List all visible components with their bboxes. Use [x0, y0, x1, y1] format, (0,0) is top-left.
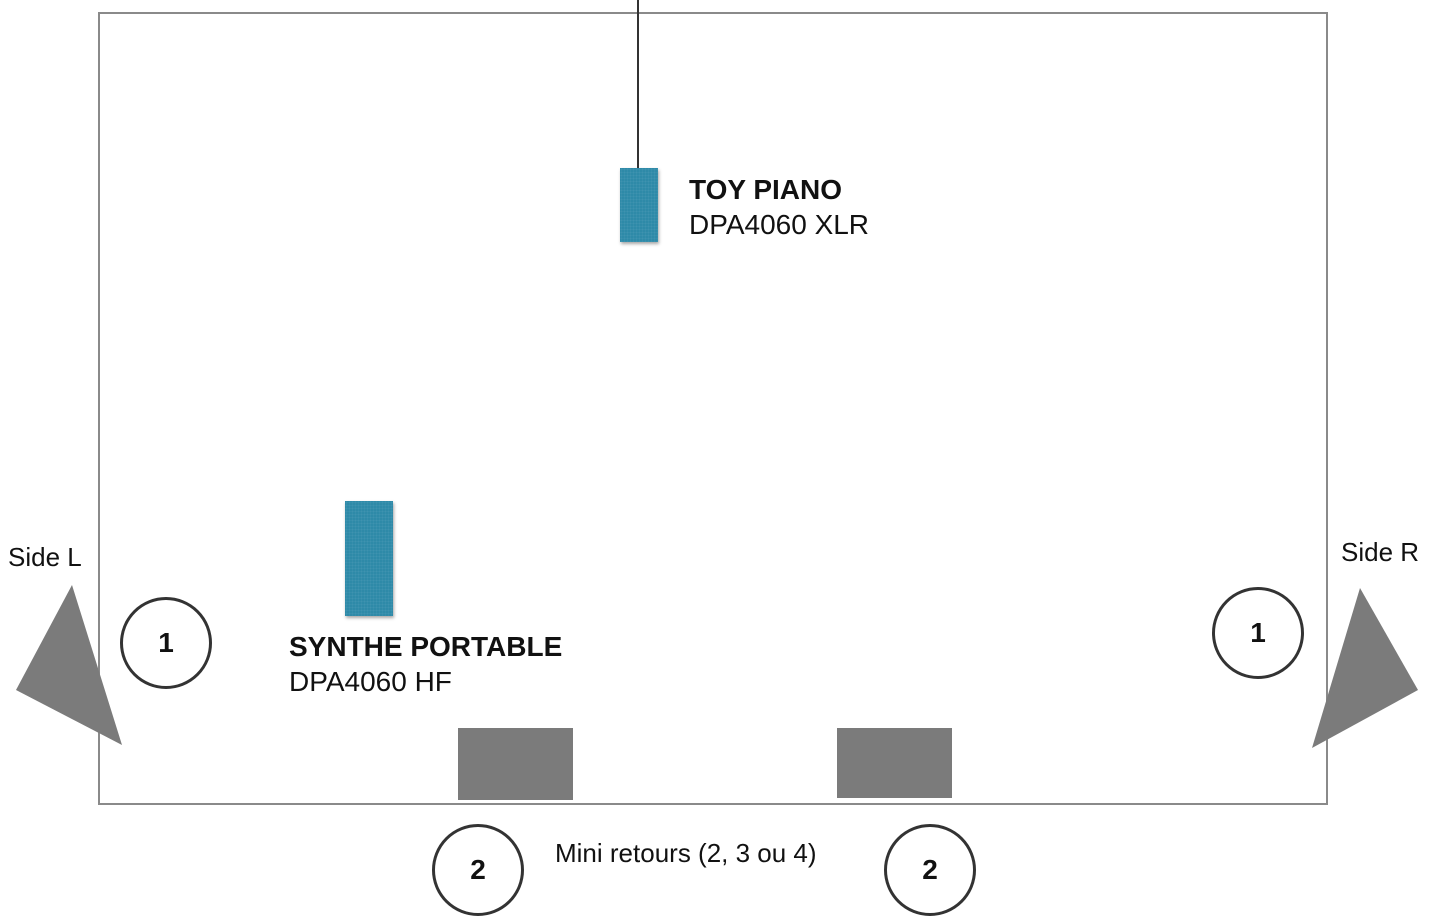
- side-l-label: Side L: [8, 542, 82, 572]
- mini-retour-wedge-left: [458, 728, 573, 800]
- synthe-label: SYNTHE PORTABLE DPA4060 HF: [289, 629, 562, 699]
- side-l-number-badge: 1: [120, 597, 212, 689]
- synthe-title: SYNTHE PORTABLE: [289, 631, 563, 662]
- toy-piano-mic-model: DPA4060 XLR: [689, 209, 870, 240]
- mini-retour-left-badge: 2: [432, 824, 524, 916]
- mini-retour-right-badge: 2: [884, 824, 976, 916]
- stage-outline: [98, 12, 1328, 805]
- mini-retours-label: Mini retours (2, 3 ou 4): [555, 838, 817, 868]
- side-r-label: Side R: [1341, 537, 1420, 567]
- mini-retour-right-number: 2: [922, 854, 938, 885]
- toy-piano-mic: [620, 168, 658, 242]
- toy-piano-label: TOY PIANO DPA4060 XLR: [689, 172, 869, 242]
- mini-retour-wedge-right: [837, 728, 952, 798]
- mini-retour-left-number: 2: [470, 854, 486, 885]
- toy-piano-title: TOY PIANO: [689, 174, 843, 205]
- hanging-cable: [637, 0, 639, 170]
- synthe-mic-model: DPA4060 HF: [289, 666, 452, 697]
- synthe-mic: [345, 501, 393, 616]
- side-r-number: 1: [1250, 617, 1266, 648]
- side-r-number-badge: 1: [1212, 587, 1304, 679]
- side-l-number: 1: [158, 627, 174, 658]
